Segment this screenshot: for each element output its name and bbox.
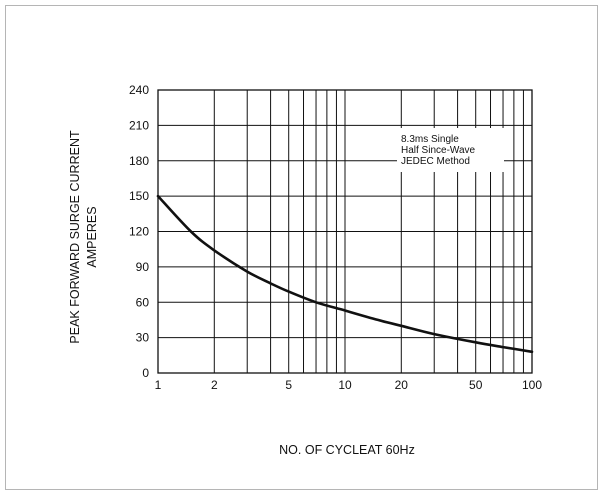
chart-frame: [5, 5, 598, 490]
tick-labels: 0 30 60 90 120 150 180 210 240 1 2 5 10 20 50 100: [129, 83, 542, 392]
y-axis-label: PEAK FORWARD SURGE CURRENT AMPERES: [68, 130, 99, 344]
annotation-line: Half Since-Wave: [401, 145, 476, 156]
y-axis-label-line-2: AMPERES: [85, 206, 99, 267]
plot-area: [157, 89, 533, 374]
x-tick-label: 20: [395, 378, 409, 392]
y-tick-label: 60: [136, 295, 150, 309]
y-tick-label: 30: [136, 331, 150, 345]
y-tick-label: 90: [136, 260, 150, 274]
x-axis-label: NO. OF CYCLEAT 60Hz: [279, 443, 415, 457]
x-tick-label: 100: [522, 378, 542, 392]
x-tick-label: 5: [285, 378, 292, 392]
annotation-line: 8.3ms Single: [401, 134, 459, 145]
x-tick-label: 10: [338, 378, 352, 392]
y-tick-label: 210: [129, 118, 149, 132]
y-tick-label: 0: [142, 366, 149, 380]
x-tick-label: 50: [469, 378, 483, 392]
y-tick-label: 240: [129, 83, 149, 97]
y-axis-label-line-1: PEAK FORWARD SURGE CURRENT: [68, 130, 82, 344]
x-tick-label: 1: [155, 378, 162, 392]
y-tick-label: 180: [129, 154, 149, 168]
y-tick-label: 150: [129, 189, 149, 203]
annotation-background: [397, 128, 504, 172]
annotation-line: JEDEC Method: [401, 156, 470, 167]
series: [156, 194, 534, 354]
surge-current-curve: [156, 194, 534, 354]
x-tick-label: 2: [211, 378, 218, 392]
y-tick-label: 120: [129, 225, 149, 239]
